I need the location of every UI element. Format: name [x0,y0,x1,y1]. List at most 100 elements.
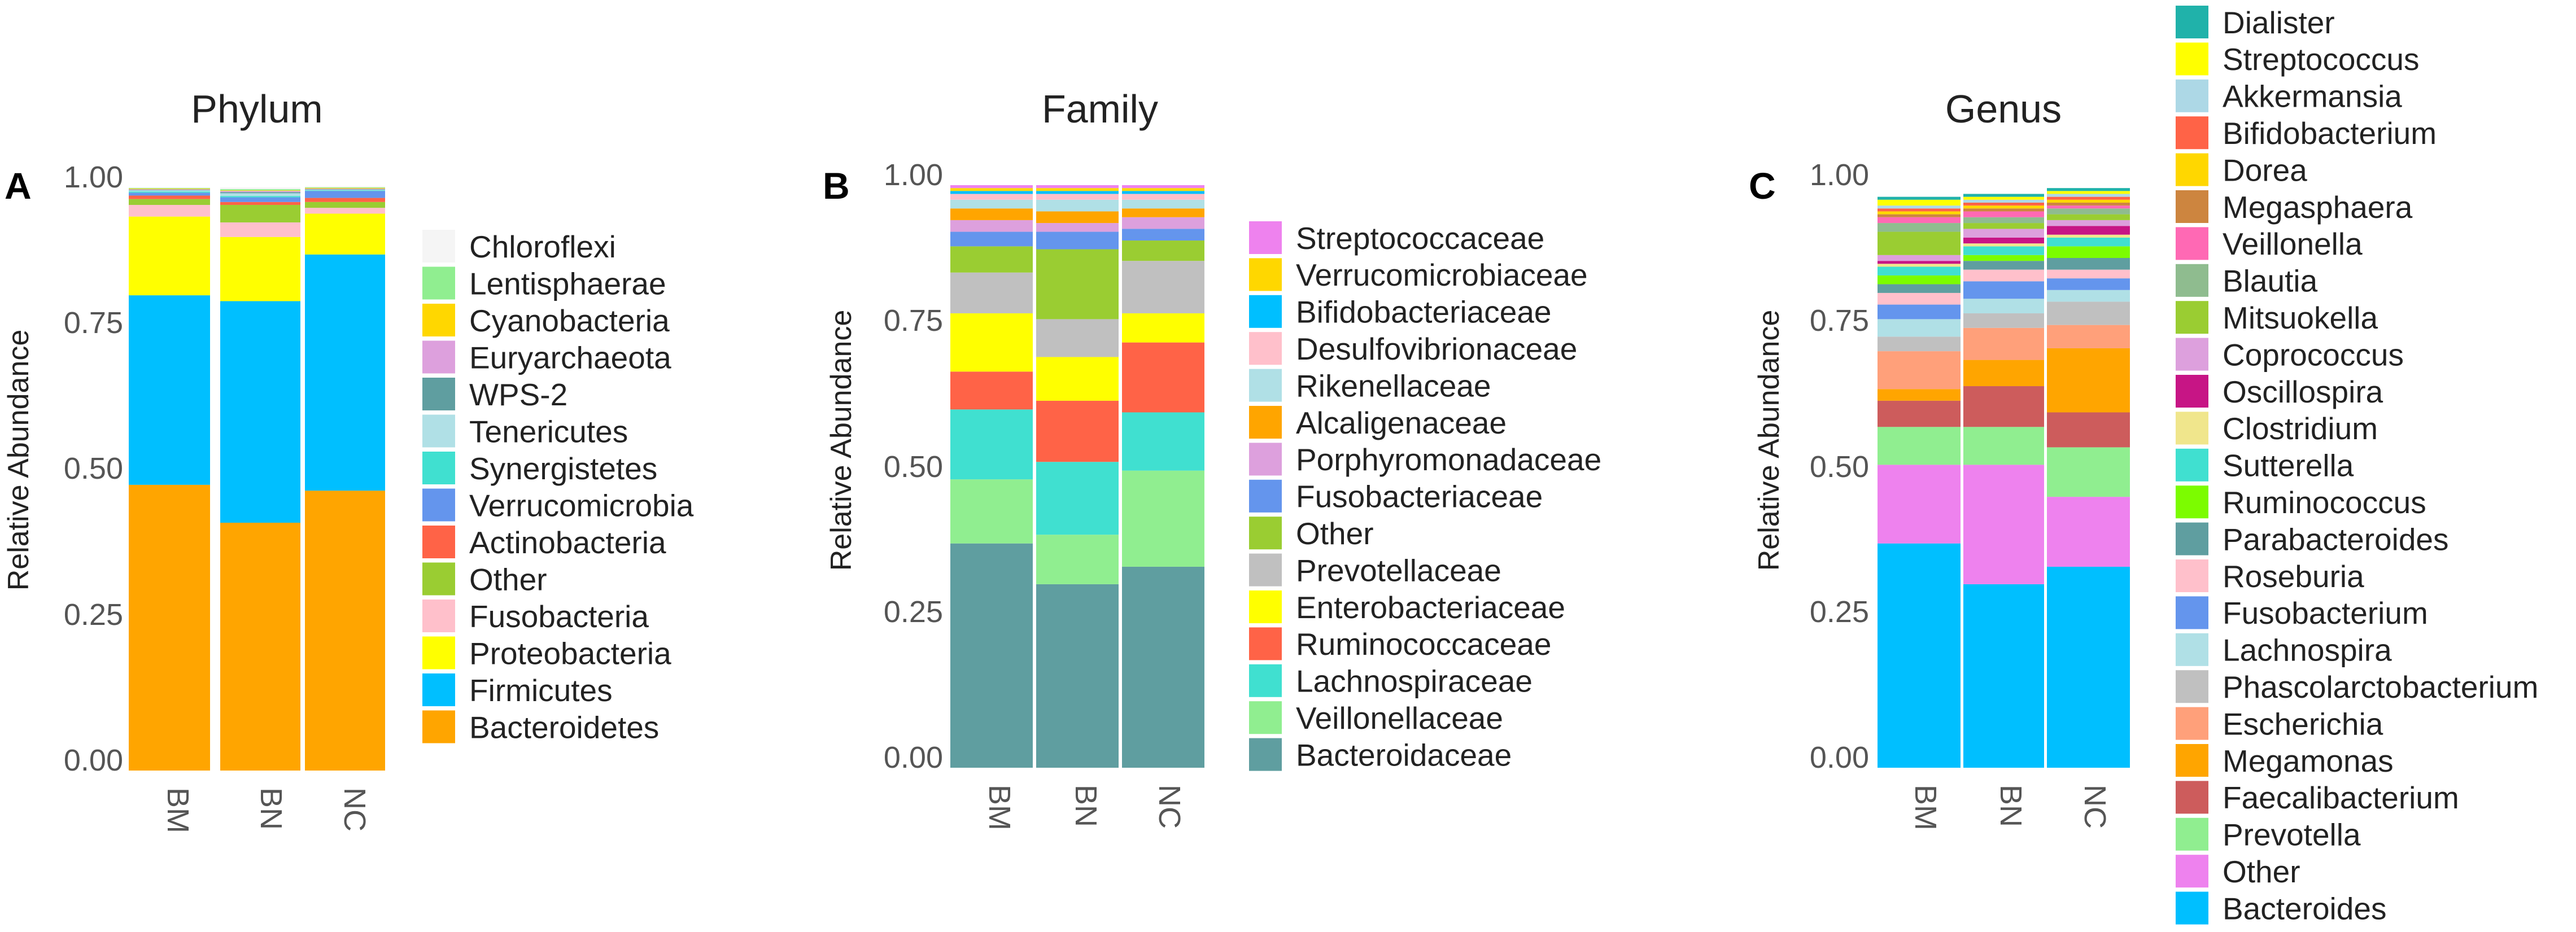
bar-segment-bn-fusobacterium [1963,281,2044,299]
legend-swatch-roseburia [2176,559,2208,592]
legend-swatch-prevotellaceae [1249,553,1282,587]
bar-segment-nc-fusobacteria [305,208,385,214]
bar-segment-nc-ruminococcaceae [1122,342,1204,413]
bar-segment-bm-coprococcus [1878,255,1961,261]
bars-genus [1878,188,2130,768]
legend-swatch-faecalibacterium [2176,781,2208,814]
legend-label-alcaligenaceae: Alcaligenaceae [1296,405,1507,440]
legend-label-clostridium: Clostridium [2223,411,2378,446]
bar-segment-bn-veillonella [1963,211,2044,217]
legend-label-dorea: Dorea [2223,152,2307,187]
legend-label-cyanobacteria: Cyanobacteria [469,303,670,338]
bar-segment-nc-chloroflexi [305,186,385,187]
bar-segment-bm-fusobacteria [129,204,210,217]
bar-segment-nc-verrucomicrobia [305,191,385,198]
bar-segment-bm-ruminococcus [1878,275,1961,285]
bar-segment-bm-streptococcaceae [950,185,1033,189]
legend-label-enterobacteriaceae: Enterobacteriaceae [1296,590,1565,625]
legend-swatch-actinobacteria [422,526,455,558]
legend-swatch-other [2176,855,2208,888]
bar-segment-bm-clostridium [1878,264,1961,267]
bar-segment-bn-other [1963,465,2044,584]
bar-segment-nc-streptococcaceae [1122,185,1204,189]
legend-label-desulfovibrionaceae: Desulfovibrionaceae [1296,331,1577,366]
bar-segment-nc-fusobacterium [2047,278,2130,290]
y-axis-label-phylum: Relative Abundance [2,330,35,591]
legend-swatch-bacteroides [2176,891,2208,925]
bar-segment-bm-rikenellaceae [950,199,1033,209]
bar-segment-bn-akkermansia [1963,199,2044,203]
bar-segment-bm-mitsuokella [1878,231,1961,255]
bar-segment-nc-fusobacteriaceae [1122,229,1204,241]
legend-swatch-enterobacteriaceae [1249,590,1282,623]
y-axis-ticks-genus: 0.00 0.25 0.50 0.75 1.00 [1810,158,1869,775]
y-tick-label: 1.00 [64,160,123,194]
bar-segment-bm-bifidobacteriaceae [950,191,1033,194]
bar-segment-nc-lentisphaerae [305,187,385,189]
bar-segment-bm-euryarchaeota [129,189,210,190]
panel-phylum: A Phylum Relative Abundance 0.00 0.25 0.… [2,87,694,833]
bar-segment-nc-oscillospira [2047,226,2130,235]
legend-label-porphyromonadaceae: Porphyromonadaceae [1296,442,1601,477]
legend-swatch-cyanobacteria [422,304,455,336]
legend-label-synergistetes: Synergistetes [469,451,657,486]
legend-swatch-clostridium [2176,412,2208,445]
panel-label-b: B [823,165,850,207]
bar-segment-bn-wps-2 [220,192,300,194]
legend-label-roseburia: Roseburia [2223,559,2364,594]
legend-label-fusobacterium: Fusobacterium [2223,596,2428,631]
legend-swatch-dorea [2176,153,2208,186]
bar-segment-nc-other [2047,497,2130,567]
bar-segment-nc-sutterella [2047,237,2130,247]
bar-segment-bn-ruminococcus [1963,255,2044,261]
bar-segment-bm-bifidobacterium [1878,208,1961,212]
bar-segment-bn-desulfovibrionaceae [1036,194,1119,200]
legend-swatch-streptococcus [2176,42,2208,76]
bar-segment-nc-desulfovibrionaceae [1122,194,1204,200]
bar-segment-nc-bacteroidaceae [1122,566,1204,768]
bar-segment-bm-other [1878,465,1961,544]
bar-segment-nc-actinobacteria [305,198,385,202]
legend-label-prevotellaceae: Prevotellaceae [1296,553,1501,588]
legend-swatch-rikenellaceae [1249,369,1282,402]
bar-segment-bn-streptococcus [1963,196,2044,200]
bar-segment-bn-verrucomicrobiaceae [1036,188,1119,191]
bar-segment-nc-prevotellaceae [1122,261,1204,314]
bar-segment-nc-bacteroidetes [305,491,385,771]
bar-segment-bn-escherichia [1963,327,2044,360]
chart-title-family: Family [1042,87,1158,131]
bar-segment-bn-megamonas [1963,360,2044,387]
bar-segment-bn-lachnospiraceae [1036,462,1119,535]
bar-segment-bn-clostridium [1963,243,2044,247]
legend-swatch-fusobacteria [422,600,455,632]
y-tick-label: 0.25 [884,595,943,629]
bar-segment-bn-other [220,204,300,222]
bar-segment-nc-faecalibacterium [2047,412,2130,448]
bar-segment-bn-chloroflexi [220,187,300,190]
x-tick-label: NC [2078,785,2112,829]
bar-segment-nc-megamonas [2047,348,2130,413]
bar-segment-nc-porphyromonadaceae [1122,217,1204,229]
legend-label-bacteroidetes: Bacteroidetes [469,710,659,745]
bar-segment-bn-blautia [1963,217,2044,224]
bar-segment-bm-bacteroidetes [129,484,210,771]
bar-segment-nc-bacteroides [2047,566,2130,768]
legend-swatch-ruminococcaceae [1249,627,1282,660]
legend-label-streptococcaceae: Streptococcaceae [1296,221,1544,256]
bar-segment-bn-prevotellaceae [1036,319,1119,357]
legend-swatch-coprococcus [2176,338,2208,371]
bar-segment-bm-blautia [1878,223,1961,232]
legend-swatch-bifidobacterium [2176,116,2208,150]
bar-segment-bm-other [129,199,210,205]
legend-swatch-sutterella [2176,448,2208,482]
legend-swatch-fusobacteriaceae [1249,479,1282,513]
bar-segment-bm-alcaligenaceae [950,208,1033,220]
bar-segment-bn-parabacteroides [1963,261,2044,270]
bar-segment-bm-dorea [1878,211,1961,215]
bar-segment-bn-rikenellaceae [1036,199,1119,212]
legend-swatch-desulfovibrionaceae [1249,332,1282,365]
bar-segment-bm-fusobacterium [1878,304,1961,320]
bar-segment-bn-proteobacteria [220,237,300,301]
bar-segment-nc-verrucomicrobiaceae [1122,188,1204,191]
